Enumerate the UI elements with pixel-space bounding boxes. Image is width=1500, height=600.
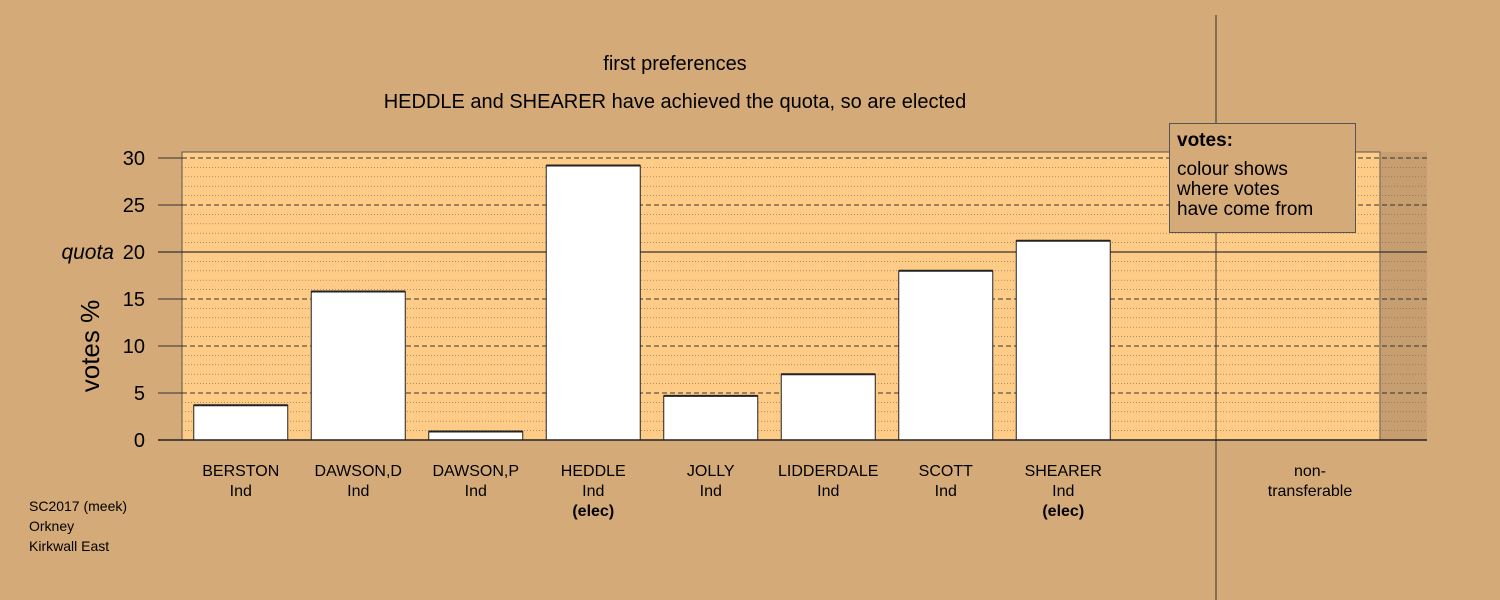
candidate-party: Ind — [935, 483, 957, 500]
y-tick-label: 25 — [123, 195, 145, 217]
candidate-party: Ind — [700, 483, 722, 500]
y-tick-label: 15 — [123, 289, 145, 311]
bar — [545, 165, 641, 441]
footer-council: Orkney — [29, 518, 75, 534]
elected-marker: (elec) — [572, 503, 614, 520]
candidate-name: BERSTON — [202, 463, 279, 480]
quota-label: quota — [61, 241, 114, 264]
candidate-name: SCOTT — [919, 463, 973, 480]
axes: 0 5 10 15 20 25 30 — [123, 15, 1427, 600]
footer-ward: Kirkwall East — [29, 538, 110, 554]
candidate-party: Ind — [582, 483, 604, 500]
candidate-party: Ind — [347, 483, 369, 500]
y-axis-label: votes % — [75, 300, 105, 393]
candidate-name: SHEARER — [1025, 463, 1102, 480]
legend-title: votes: — [1177, 130, 1233, 151]
footer: SC2017 (meek) Orkney Kirkwall East — [29, 496, 127, 556]
bar — [428, 431, 524, 441]
labels: BERSTON Ind DAWSON,D Ind DAWSON,P Ind HEDDLE In… — [202, 463, 1352, 520]
legend-line: where votes — [1177, 179, 1280, 200]
footer-election: SC2017 (meek) — [29, 498, 128, 514]
bar — [898, 270, 994, 441]
candidate-party: Ind — [817, 483, 839, 500]
bars — [193, 164, 1111, 441]
y-tick-label: 0 — [134, 430, 145, 452]
candidate-party: Ind — [230, 483, 252, 500]
candidate-name: DAWSON,P — [432, 463, 519, 480]
legend: votes: colour shows where votes have com… — [1169, 123, 1356, 233]
candidate-name: HEDDLE — [561, 463, 626, 480]
chart-title: first preferences — [603, 53, 746, 75]
chart-subtitle: HEDDLE and SHEARER have achieved the quo… — [384, 91, 967, 113]
bar — [663, 395, 759, 441]
candidate-name: DAWSON,D — [315, 463, 402, 480]
y-tick-label: 10 — [123, 336, 145, 358]
y-tick-label: 30 — [123, 148, 145, 170]
y-tick-label: 20 — [123, 242, 145, 264]
y-tick-label: 5 — [134, 383, 145, 405]
legend-line: colour shows — [1177, 159, 1288, 180]
plot-margin-shade — [1380, 152, 1427, 440]
candidate-name: JOLLY — [687, 463, 735, 480]
candidate-party: Ind — [465, 483, 487, 500]
non-transferable-label: transferable — [1268, 483, 1353, 500]
elected-marker: (elec) — [1042, 503, 1084, 520]
non-transferable-label: non- — [1294, 463, 1326, 480]
bar — [780, 373, 876, 441]
legend-line: have come from — [1177, 199, 1314, 220]
candidate-party: Ind — [1052, 483, 1074, 500]
bar — [310, 290, 406, 441]
candidate-name: LIDDERDALE — [778, 463, 878, 480]
bar — [193, 404, 289, 441]
bar — [1015, 240, 1111, 441]
